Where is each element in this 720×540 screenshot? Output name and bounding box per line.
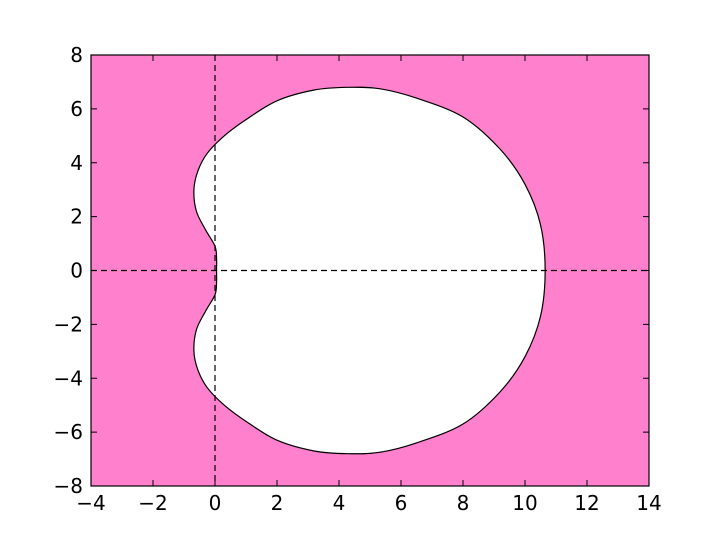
x-tick-label: 6: [395, 491, 408, 515]
x-tick-label: 8: [457, 491, 470, 515]
x-tick-label: 12: [574, 491, 599, 515]
x-tick-label: −4: [76, 491, 105, 515]
x-tick-label: 10: [512, 491, 537, 515]
y-tick-label: 4: [70, 151, 83, 175]
y-tick-label: −4: [54, 366, 83, 390]
y-axis: −8 −6 −4 −2 0 2 4 6 8: [54, 43, 649, 498]
x-tick-label: 2: [271, 491, 284, 515]
y-tick-label: 0: [70, 259, 83, 283]
y-tick-label: 8: [70, 43, 83, 67]
x-tick-label: 14: [636, 491, 661, 515]
y-tick-label: −2: [54, 312, 83, 336]
y-tick-label: 6: [70, 97, 83, 121]
x-tick-label: 4: [333, 491, 346, 515]
y-tick-label: −6: [54, 420, 83, 444]
x-tick-label: 0: [209, 491, 222, 515]
x-tick-label: −2: [138, 491, 167, 515]
y-tick-label: 2: [70, 205, 83, 229]
y-tick-label: −8: [54, 474, 83, 498]
x-axis: −4 −2 0 2 4 6 8 10 12 14: [76, 55, 662, 515]
